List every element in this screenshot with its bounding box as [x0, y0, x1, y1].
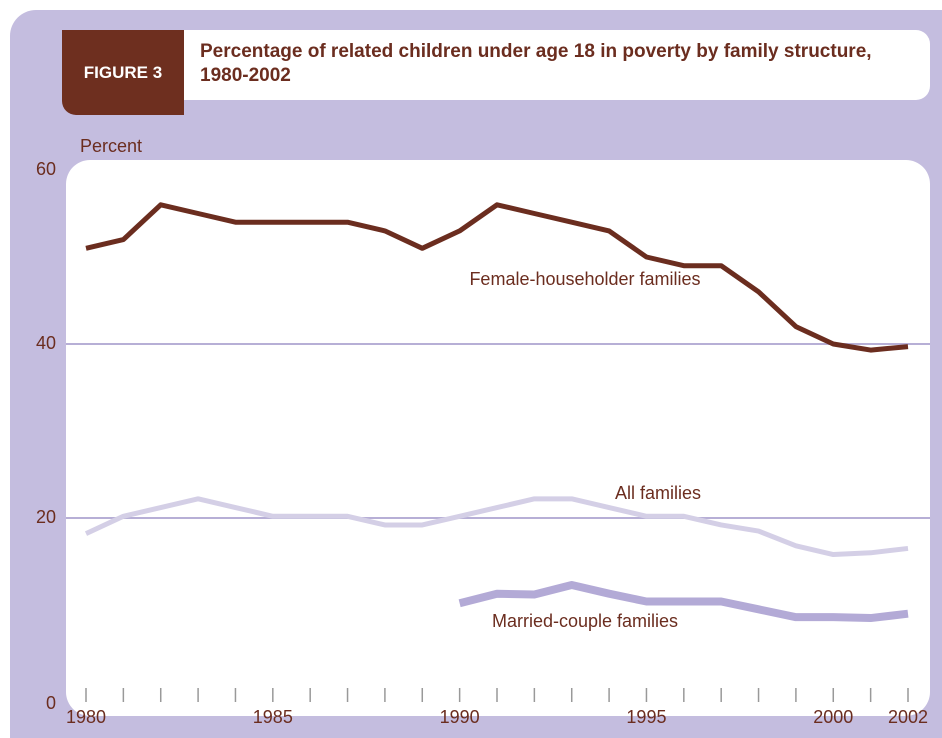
x-tick-label: 2000 — [813, 707, 853, 727]
y-tick-label: 40 — [36, 333, 56, 353]
y-tick-label: 0 — [46, 693, 56, 713]
x-tick-label: 1990 — [440, 707, 480, 727]
series-label: Married-couple families — [492, 611, 678, 631]
series-label: Female-householder families — [469, 269, 700, 289]
figure-label: FIGURE 3 — [62, 30, 184, 115]
plot-area — [66, 160, 930, 716]
title-box — [62, 30, 930, 100]
x-tick-label: 2002 — [888, 707, 928, 727]
x-tick-label: 1995 — [626, 707, 666, 727]
y-tick-label: 20 — [36, 507, 56, 527]
y-axis-label: Percent — [80, 136, 142, 156]
y-tick-label: 60 — [36, 159, 56, 179]
x-tick-label: 1980 — [66, 707, 106, 727]
series-line — [85, 202, 909, 353]
chart-title: Percentage of related children under age… — [200, 41, 872, 86]
series-line — [458, 580, 909, 623]
series-label: All families — [615, 483, 701, 503]
series-line — [84, 496, 909, 558]
x-tick-label: 1985 — [253, 707, 293, 727]
